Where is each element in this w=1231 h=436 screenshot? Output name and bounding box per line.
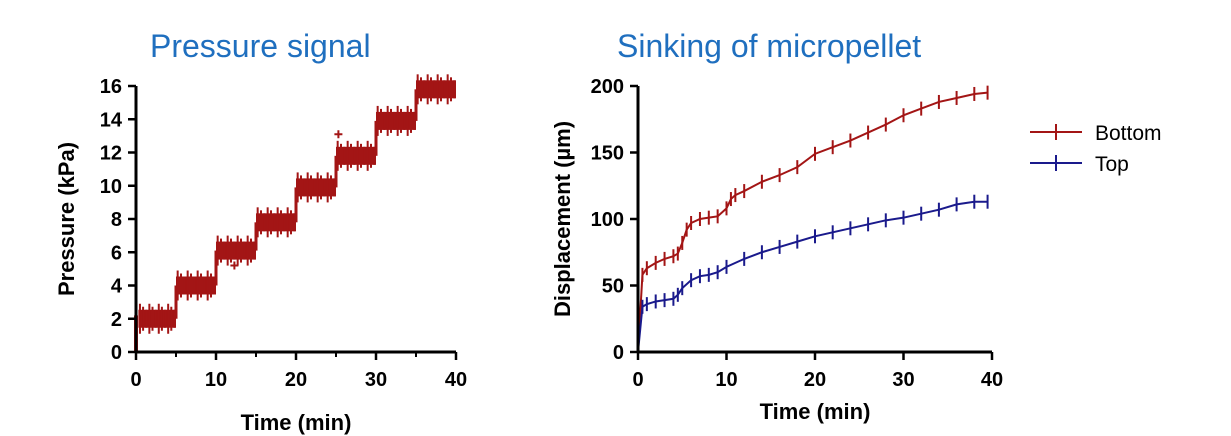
displacement-x-tick-label: 0	[632, 369, 643, 391]
displacement-x-tick-label: 10	[715, 369, 737, 391]
legend-item-top: Top	[1030, 153, 1129, 176]
pressure-step	[376, 111, 416, 130]
pressure-outlier	[334, 130, 343, 139]
pressure-plot-area	[134, 74, 456, 354]
displacement-y-tick-label: 150	[591, 143, 624, 165]
displacement-y-tick-label: 200	[591, 76, 624, 98]
pressure-y-tick-label: 10	[100, 176, 122, 198]
displacement-y-tick-label: 50	[602, 276, 624, 298]
displacement-x-axis-label: Time (min)	[760, 399, 871, 424]
pressure-y-tick-label: 4	[111, 276, 123, 298]
pressure-y-tick-label: 14	[100, 109, 123, 131]
pressure-x-axis-label: Time (min)	[241, 410, 352, 435]
pressure-step	[256, 213, 296, 232]
displacement-x-tick-label: 40	[981, 369, 1003, 391]
legend-label-bottom: Bottom	[1095, 122, 1162, 145]
series-line-bottom	[637, 91, 988, 353]
displacement-y-tick-label: 100	[591, 209, 624, 231]
chart2-title: Sinking of micropellet	[617, 28, 922, 64]
legend-item-bottom: Bottom	[1030, 122, 1162, 145]
pressure-y-tick-label: 6	[111, 242, 122, 264]
displacement-ticks: 0 50 100 150 200 0 10 20 30 40	[591, 76, 1004, 391]
pressure-y-tick-label: 12	[100, 143, 122, 165]
displacement-y-tick-label: 0	[613, 342, 624, 364]
pressure-step	[336, 146, 376, 165]
pressure-x-tick-label: 40	[445, 369, 467, 391]
displacement-y-axis-label: Displacement (µm)	[550, 121, 575, 317]
pressure-step	[216, 241, 256, 260]
pressure-chart: 0 2 4 6 8 10 12 14 16 0 10 20 30 40 Time (min) Pressu…	[54, 74, 467, 435]
pressure-x-tick-label: 0	[130, 369, 141, 391]
displacement-x-tick-label: 20	[804, 369, 826, 391]
pressure-step	[416, 80, 456, 99]
pressure-y-tick-label: 0	[111, 342, 122, 364]
pressure-step	[138, 309, 176, 328]
pressure-step	[176, 276, 216, 295]
pressure-y-tick-label: 2	[111, 309, 122, 331]
pressure-y-axis-label: Pressure (kPa)	[54, 142, 79, 296]
displacement-x-tick-label: 30	[892, 369, 914, 391]
chart1-title: Pressure signal	[150, 28, 371, 64]
pressure-y-tick-label: 16	[100, 76, 122, 98]
pressure-x-tick-label: 10	[205, 369, 227, 391]
pressure-ticks: 0 2 4 6 8 10 12 14 16 0 10 20 30 40	[100, 76, 467, 391]
legend-label-top: Top	[1095, 153, 1129, 176]
series-line-top	[637, 200, 988, 353]
pressure-outlier	[230, 261, 239, 270]
legend: Bottom Top	[1030, 122, 1162, 176]
pressure-step	[296, 178, 336, 197]
pressure-y-tick-label: 8	[111, 209, 122, 231]
pressure-x-tick-label: 30	[365, 369, 387, 391]
pressure-x-tick-label: 20	[285, 369, 307, 391]
displacement-plot-area	[637, 85, 989, 353]
